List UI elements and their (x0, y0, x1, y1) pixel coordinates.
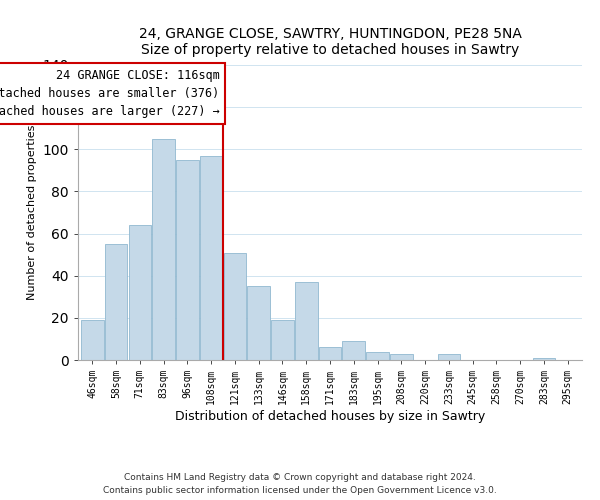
Bar (295, 282, 317, 360)
Bar (533, 358, 555, 360)
X-axis label: Distribution of detached houses by size in Sawtry: Distribution of detached houses by size … (175, 410, 485, 423)
Bar (343, 341, 365, 360)
Bar (105, 244, 127, 360)
Bar (128, 225, 151, 360)
Y-axis label: Number of detached properties: Number of detached properties (27, 125, 37, 300)
Bar (247, 286, 270, 360)
Bar (271, 320, 294, 360)
Bar (366, 352, 389, 360)
Text: 24 GRANGE CLOSE: 116sqm
← 62% of detached houses are smaller (376)
38% of semi-d: 24 GRANGE CLOSE: 116sqm ← 62% of detache… (0, 69, 220, 118)
Bar (200, 156, 223, 360)
Bar (224, 252, 246, 360)
Bar (319, 348, 341, 360)
Title: 24, GRANGE CLOSE, SAWTRY, HUNTINGDON, PE28 5NA
Size of property relative to deta: 24, GRANGE CLOSE, SAWTRY, HUNTINGDON, PE… (139, 26, 521, 57)
Bar (390, 354, 413, 360)
Bar (176, 160, 199, 360)
Bar (81, 320, 104, 360)
Bar (437, 354, 460, 360)
Text: Contains HM Land Registry data © Crown copyright and database right 2024.
Contai: Contains HM Land Registry data © Crown c… (103, 474, 497, 495)
Bar (152, 138, 175, 360)
